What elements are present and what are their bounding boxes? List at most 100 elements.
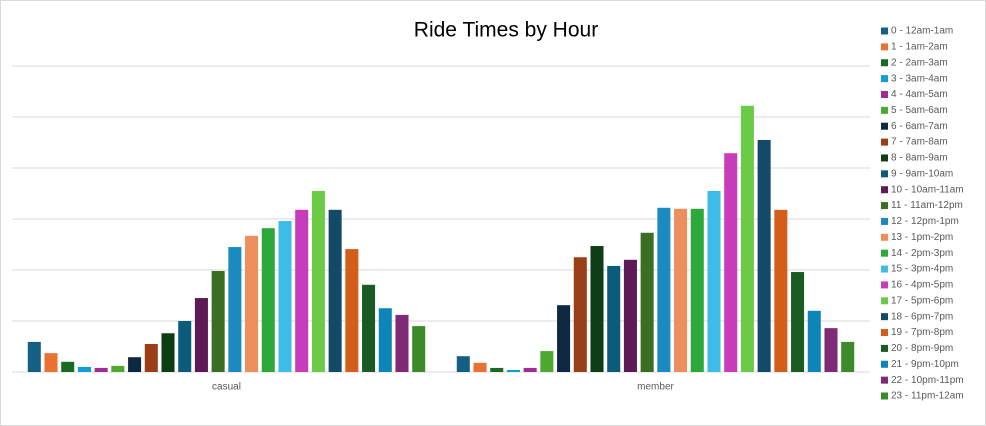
chart-title: Ride Times by Hour [414, 19, 598, 42]
bar [328, 209, 342, 372]
bar [61, 361, 75, 372]
legend-label: 1 - 1am-2am [891, 42, 948, 53]
bar [607, 265, 621, 372]
bar [590, 246, 604, 372]
legend-label: 14 - 2pm-3pm [891, 248, 953, 259]
bar [757, 139, 771, 372]
legend-swatch [881, 59, 888, 67]
x-tick-label: member [637, 382, 674, 393]
legend-swatch [881, 376, 888, 384]
bar [557, 305, 571, 372]
bar [128, 357, 142, 372]
legend-label: 12 - 12pm-1pm [891, 216, 959, 227]
legend-label: 8 - 8am-9am [891, 153, 948, 164]
bar [841, 341, 855, 372]
bar [824, 328, 838, 372]
legend-swatch [881, 297, 888, 305]
bar [791, 272, 805, 372]
bar [144, 343, 158, 372]
bar [473, 362, 487, 372]
legend-swatch [881, 43, 888, 51]
legend-swatch [881, 217, 888, 225]
legend-swatch [881, 138, 888, 146]
bar [490, 367, 504, 372]
bar [456, 356, 470, 372]
bar [77, 366, 91, 372]
legend-swatch [881, 360, 888, 368]
legend-label: 13 - 1pm-2pm [891, 232, 953, 243]
bar [295, 209, 309, 372]
bar [657, 207, 671, 372]
legend-swatch [881, 27, 888, 35]
bar [228, 247, 242, 372]
bar [623, 259, 637, 372]
legend-swatch [881, 186, 888, 194]
legend-label: 7 - 7am-8am [891, 137, 948, 148]
bar [211, 271, 225, 372]
legend-swatch [881, 75, 888, 83]
bar [540, 351, 554, 372]
legend-swatch [881, 170, 888, 178]
legend-label: 10 - 10am-11am [891, 184, 964, 195]
legend-label: 18 - 6pm-7pm [891, 311, 953, 322]
bar [44, 353, 58, 372]
legend-label: 3 - 3am-4am [891, 73, 948, 84]
legend-swatch [881, 281, 888, 289]
legend-swatch [881, 329, 888, 337]
bar [690, 208, 704, 372]
legend-swatch [881, 313, 888, 321]
bar [178, 321, 192, 372]
legend-swatch [881, 233, 888, 241]
bar [707, 190, 721, 372]
bar [807, 310, 821, 372]
bar [194, 298, 208, 372]
legend-label: 21 - 9pm-10pm [891, 359, 959, 370]
legend-swatch [881, 392, 888, 400]
legend-swatch [881, 90, 888, 98]
bar [395, 314, 409, 372]
bar [311, 190, 325, 372]
bar [724, 153, 738, 372]
legend-swatch [881, 106, 888, 114]
legend-label: 0 - 12am-1am [891, 26, 953, 37]
bar [523, 367, 537, 372]
bar [506, 369, 520, 372]
bar [27, 341, 41, 372]
legend-swatch [881, 265, 888, 273]
legend-swatch [881, 344, 888, 352]
bar [94, 367, 108, 372]
bar [111, 365, 125, 372]
legend-label: 11 - 11am-12pm [891, 200, 963, 211]
bar [740, 105, 754, 372]
legend-label: 15 - 3pm-4pm [891, 264, 953, 275]
legend-swatch [881, 249, 888, 257]
bar [362, 284, 376, 372]
bar [345, 249, 359, 372]
bar [412, 326, 426, 372]
bar [674, 208, 688, 372]
bar [640, 232, 654, 372]
legend-label: 9 - 9am-10am [891, 168, 953, 179]
legend-label: 2 - 2am-3am [891, 57, 948, 68]
bar [261, 228, 275, 372]
bar [278, 221, 292, 372]
bar [161, 333, 175, 372]
legend-label: 5 - 5am-6am [891, 105, 948, 116]
legend-label: 6 - 6am-7am [891, 121, 948, 132]
legend-label: 19 - 7pm-8pm [891, 327, 953, 338]
legend-label: 20 - 8pm-9pm [891, 343, 953, 354]
legend-label: 4 - 4am-5am [891, 89, 948, 100]
legend-label: 22 - 10pm-11pm [891, 375, 964, 386]
bar [245, 235, 259, 372]
legend-label: 23 - 11pm-12am [891, 391, 964, 402]
legend-label: 17 - 5pm-6pm [891, 295, 953, 306]
bar [774, 209, 788, 372]
legend-swatch [881, 154, 888, 162]
bar [378, 308, 392, 372]
legend-label: 16 - 4pm-5pm [891, 280, 953, 291]
legend-swatch [881, 122, 888, 130]
x-tick-label: casual [212, 382, 241, 393]
legend-swatch [881, 202, 888, 210]
bar [573, 257, 587, 372]
